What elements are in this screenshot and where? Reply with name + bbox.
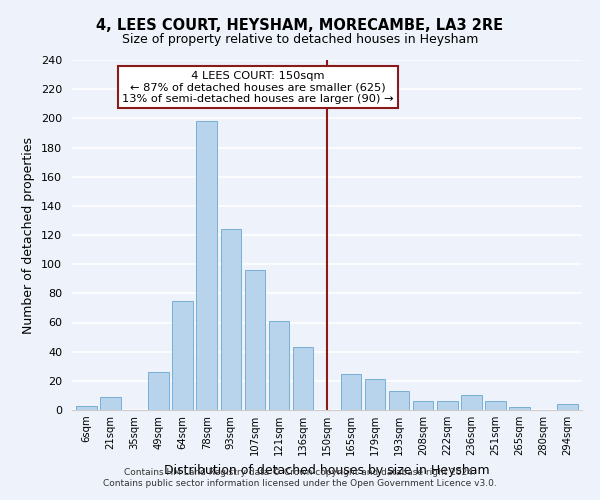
Bar (341, 374, 361, 410)
Bar (557, 404, 578, 410)
Text: 4, LEES COURT, HEYSHAM, MORECAMBE, LA3 2RE: 4, LEES COURT, HEYSHAM, MORECAMBE, LA3 2… (97, 18, 503, 32)
Bar (485, 401, 506, 410)
Bar (148, 372, 169, 410)
Y-axis label: Number of detached properties: Number of detached properties (22, 136, 35, 334)
Bar (221, 229, 241, 410)
Bar (172, 300, 193, 410)
Bar (245, 270, 265, 410)
Bar (269, 321, 289, 410)
Text: Contains HM Land Registry data © Crown copyright and database right 2024.
Contai: Contains HM Land Registry data © Crown c… (103, 468, 497, 487)
Bar (509, 407, 530, 410)
Bar (461, 396, 482, 410)
Bar (76, 406, 97, 410)
Bar (365, 380, 385, 410)
Bar (437, 401, 458, 410)
Bar (196, 122, 217, 410)
Text: Size of property relative to detached houses in Heysham: Size of property relative to detached ho… (122, 32, 478, 46)
Bar (100, 397, 121, 410)
Text: 4 LEES COURT: 150sqm  
← 87% of detached houses are smaller (625)
13% of semi-de: 4 LEES COURT: 150sqm ← 87% of detached h… (122, 70, 394, 104)
Bar (413, 401, 433, 410)
Bar (389, 391, 409, 410)
X-axis label: Distribution of detached houses by size in Heysham: Distribution of detached houses by size … (164, 464, 490, 476)
Bar (293, 348, 313, 410)
